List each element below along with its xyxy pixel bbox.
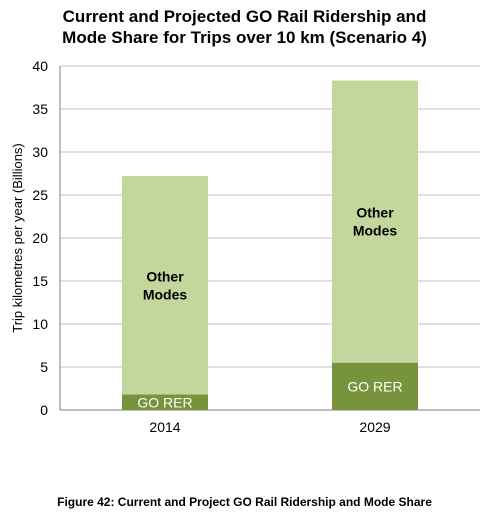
bar-segment-label: GO RER	[137, 394, 192, 410]
y-tick-label: 20	[32, 230, 48, 246]
y-tick-label: 10	[32, 316, 48, 332]
y-tick-label: 40	[32, 58, 48, 74]
x-tick-label: 2029	[359, 419, 390, 435]
y-tick-label: 25	[32, 187, 48, 203]
y-tick-label: 5	[40, 359, 48, 375]
bar-segment-label: Other Modes	[353, 205, 398, 239]
bar-segment-label: Other Modes	[143, 268, 188, 302]
y-axis-label: Trip kilometres per year (Billions)	[10, 143, 25, 333]
bar-go-rer	[122, 394, 208, 410]
bar-other-modes	[332, 80, 418, 363]
y-tick-label: 30	[32, 144, 48, 160]
chart-title: Current and Projected GO Rail Ridership …	[0, 6, 489, 48]
bar-go-rer	[332, 362, 418, 410]
y-tick-label: 35	[32, 101, 48, 117]
figure-caption: Figure 42: Current and Project GO Rail R…	[57, 495, 432, 509]
bar-segment-label: GO RER	[347, 378, 402, 394]
stacked-bar-chart: 0 5 10 15 20 25 30 35 40 Trip kilometres per year…	[10, 58, 480, 435]
y-tick-label: 15	[32, 273, 48, 289]
chart-title-line-2: Mode Share for Trips over 10 km (Scenari…	[62, 28, 427, 47]
x-tick-label: 2014	[149, 419, 180, 435]
y-tick-label: 0	[40, 402, 48, 418]
bar-other-modes	[122, 176, 208, 395]
chart-title-line-1: Current and Projected GO Rail Ridership …	[62, 7, 427, 26]
